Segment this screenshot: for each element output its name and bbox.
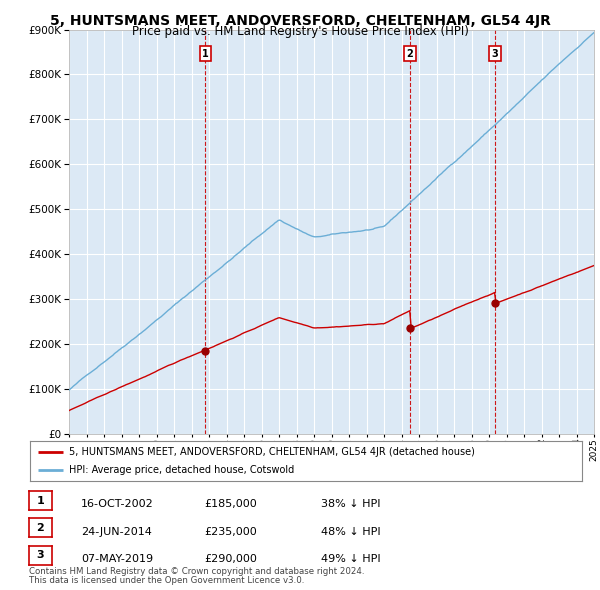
Text: Contains HM Land Registry data © Crown copyright and database right 2024.: Contains HM Land Registry data © Crown c…: [29, 567, 364, 576]
Text: 3: 3: [37, 550, 44, 560]
Text: 2: 2: [37, 523, 44, 533]
Text: Price paid vs. HM Land Registry's House Price Index (HPI): Price paid vs. HM Land Registry's House …: [131, 25, 469, 38]
Text: £235,000: £235,000: [204, 526, 257, 536]
Text: HPI: Average price, detached house, Cotswold: HPI: Average price, detached house, Cots…: [68, 465, 294, 475]
Text: 24-JUN-2014: 24-JUN-2014: [81, 526, 152, 536]
Text: £290,000: £290,000: [204, 553, 257, 563]
Text: 1: 1: [202, 49, 209, 59]
Text: 48% ↓ HPI: 48% ↓ HPI: [321, 526, 380, 536]
Text: 3: 3: [492, 49, 499, 59]
Text: 2: 2: [407, 49, 413, 59]
Text: 1: 1: [37, 496, 44, 506]
Text: 49% ↓ HPI: 49% ↓ HPI: [321, 553, 380, 563]
Text: This data is licensed under the Open Government Licence v3.0.: This data is licensed under the Open Gov…: [29, 576, 304, 585]
Text: 16-OCT-2002: 16-OCT-2002: [81, 499, 154, 509]
Text: 5, HUNTSMANS MEET, ANDOVERSFORD, CHELTENHAM, GL54 4JR (detached house): 5, HUNTSMANS MEET, ANDOVERSFORD, CHELTEN…: [68, 447, 475, 457]
Text: 07-MAY-2019: 07-MAY-2019: [81, 553, 153, 563]
Text: 38% ↓ HPI: 38% ↓ HPI: [321, 499, 380, 509]
Text: 5, HUNTSMANS MEET, ANDOVERSFORD, CHELTENHAM, GL54 4JR: 5, HUNTSMANS MEET, ANDOVERSFORD, CHELTEN…: [50, 14, 550, 28]
Text: £185,000: £185,000: [204, 499, 257, 509]
